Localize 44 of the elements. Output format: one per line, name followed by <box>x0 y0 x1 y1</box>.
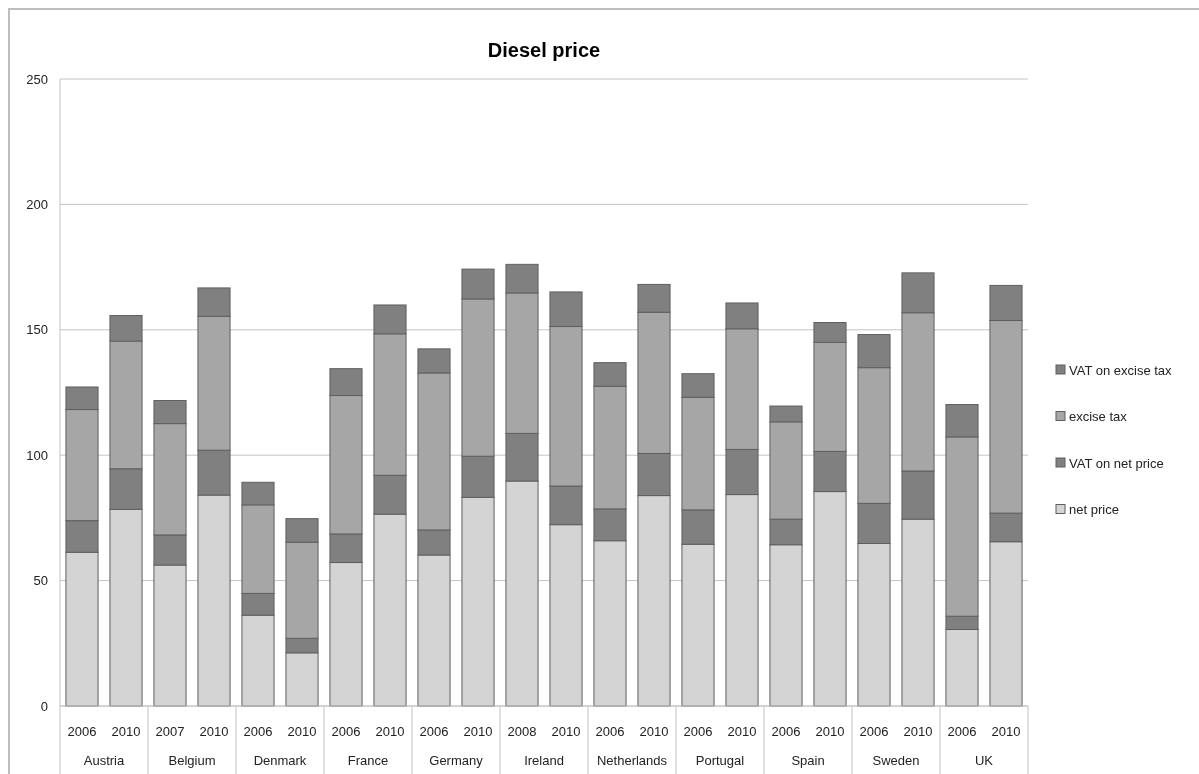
text: Germany <box>429 753 484 768</box>
x-tick-label: 2007 <box>155 724 185 739</box>
y-tick-label: 250 <box>26 71 48 87</box>
legend-label: VAT on excise tax <box>1069 362 1173 378</box>
x-tick-label: 2010 <box>551 724 581 739</box>
text: Sweden <box>872 753 920 768</box>
x-tick-label: 2006 <box>67 724 97 739</box>
x-tick-label: 2010 <box>287 724 317 739</box>
x-tick-label: 2006 <box>243 724 273 739</box>
x-tick-label: 2006 <box>947 724 977 739</box>
text: Belgium <box>168 753 216 768</box>
x-tick-label: 2010 <box>903 724 933 739</box>
x-tick-label: 2010 <box>199 724 229 739</box>
x-tick-label: 2006 <box>771 724 801 739</box>
chart-title: Diesel price <box>487 39 601 61</box>
x-tick-label: 2010 <box>815 724 845 739</box>
x-tick-label: 2010 <box>639 724 669 739</box>
legend-label: excise tax <box>1069 409 1128 424</box>
y-tick-label: 0 <box>40 698 48 714</box>
x-tick-label: 2010 <box>375 724 405 739</box>
x-tick-label: 2010 <box>463 724 493 739</box>
text: France <box>347 753 389 768</box>
text: Netherlands <box>596 753 668 768</box>
x-tick-label: 2010 <box>727 724 757 739</box>
legend-label: net price <box>1069 502 1119 517</box>
x-tick-label: 2008 <box>507 724 537 739</box>
y-tick-label: 50 <box>33 573 48 589</box>
x-tick-label: 2006 <box>419 724 449 739</box>
text: Ireland <box>524 753 564 768</box>
x-tick-label: 2010 <box>991 724 1021 739</box>
x-tick-label: 2010 <box>111 724 141 739</box>
x-tick-label: 2006 <box>331 724 361 739</box>
legend-label: VAT on net price <box>1069 455 1164 471</box>
x-tick-label: 2006 <box>595 724 625 739</box>
text: UK <box>974 753 994 768</box>
x-tick-label: 2006 <box>683 724 713 739</box>
y-tick-label: 100 <box>26 447 48 463</box>
y-tick-label: 200 <box>26 196 48 212</box>
text: Spain <box>791 753 825 768</box>
text: Austria <box>83 753 125 768</box>
y-tick-label: 150 <box>26 322 48 338</box>
text: Portugal <box>695 753 745 768</box>
x-tick-label: 2006 <box>859 724 889 739</box>
text: Denmark <box>253 753 307 768</box>
